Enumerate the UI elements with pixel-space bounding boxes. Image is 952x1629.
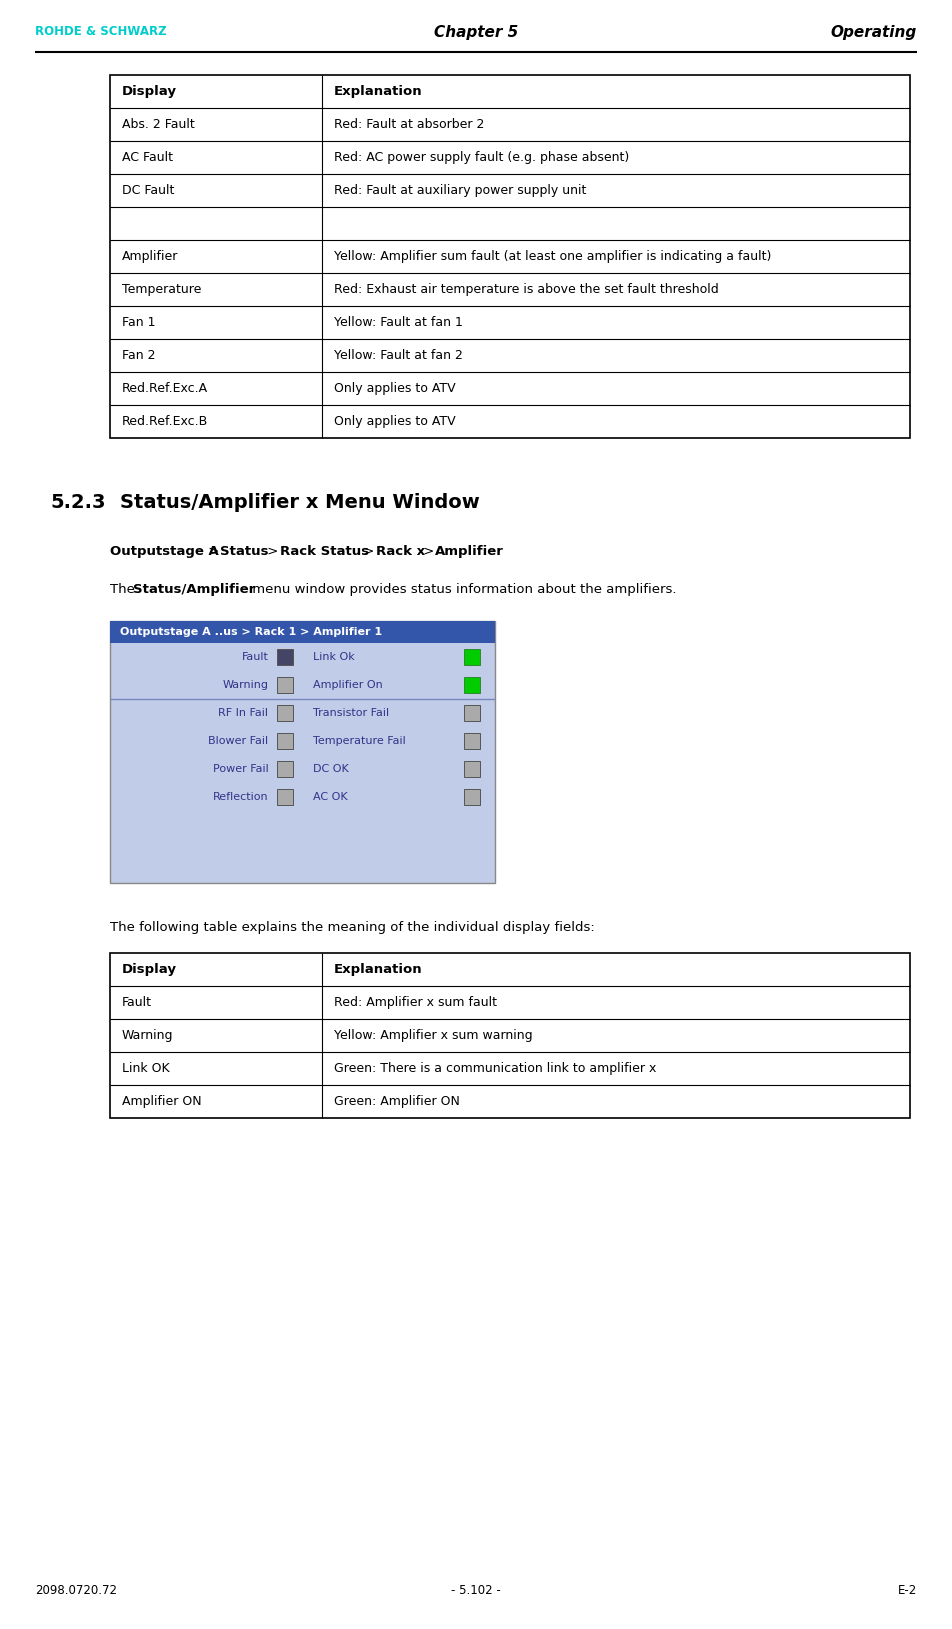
Text: Warning: Warning [122,1030,173,1043]
Text: Status: Status [220,546,268,559]
Text: Rack Status: Rack Status [280,546,369,559]
Text: 2098.0720.72: 2098.0720.72 [35,1583,117,1596]
Text: >: > [204,546,223,559]
Text: Yellow: Amplifier x sum warning: Yellow: Amplifier x sum warning [334,1030,532,1043]
Text: Abs. 2 Fault: Abs. 2 Fault [122,117,195,130]
Text: Chapter 5: Chapter 5 [434,24,518,41]
Text: Fault: Fault [242,652,268,661]
Text: Fault: Fault [122,995,152,1008]
Bar [464,648,480,665]
Bar [464,705,480,722]
Text: Temperature: Temperature [122,283,202,296]
Text: Amplifier: Amplifier [435,546,504,559]
Text: >: > [419,546,438,559]
Text: Yellow: Fault at fan 1: Yellow: Fault at fan 1 [334,316,463,329]
Text: >: > [264,546,283,559]
Text: E-2: E-2 [898,1583,917,1596]
Text: Warning: Warning [223,679,268,691]
Bar [276,705,292,722]
Text: ROHDE & SCHWARZ: ROHDE & SCHWARZ [35,24,167,37]
Text: Red: Fault at auxiliary power supply unit: Red: Fault at auxiliary power supply uni… [334,184,586,197]
Bar [276,648,292,665]
Text: Operating: Operating [831,24,917,41]
Text: On: On [466,653,478,661]
Text: On: On [466,681,478,689]
Text: DC Fault: DC Fault [122,184,174,197]
Text: Link Ok: Link Ok [312,652,354,661]
Text: DC OK: DC OK [312,764,348,774]
Text: RF In Fail: RF In Fail [219,709,268,718]
Text: AC Fault: AC Fault [122,151,173,165]
Text: Display: Display [122,85,177,98]
Text: Only applies to ATV: Only applies to ATV [334,415,456,428]
Text: Outputstage A ..us > Rack 1 > Amplifier 1: Outputstage A ..us > Rack 1 > Amplifier … [120,627,382,637]
Bar [110,953,910,1117]
Text: Transistor Fail: Transistor Fail [312,709,388,718]
Text: menu window provides status information about the amplifiers.: menu window provides status information … [248,583,677,596]
Text: Red: Exhaust air temperature is above the set fault threshold: Red: Exhaust air temperature is above th… [334,283,719,296]
Bar [110,75,910,438]
Bar [276,761,292,777]
Text: The: The [110,583,139,596]
Text: Link OK: Link OK [122,1062,169,1075]
Bar [464,761,480,777]
Bar [464,678,480,692]
Text: Yellow: Amplifier sum fault (at least one amplifier is indicating a fault): Yellow: Amplifier sum fault (at least on… [334,249,771,262]
Bar [464,733,480,749]
Text: Red.Ref.Exc.B: Red.Ref.Exc.B [122,415,208,428]
Text: - 5.102 -: - 5.102 - [451,1583,501,1596]
Text: Power Fail: Power Fail [212,764,268,774]
Text: Temperature Fail: Temperature Fail [312,736,406,746]
Text: Status/Amplifier x Menu Window: Status/Amplifier x Menu Window [120,494,480,512]
Text: Explanation: Explanation [334,963,423,976]
Text: Amplifier ON: Amplifier ON [122,1095,202,1108]
Text: Amplifier: Amplifier [122,249,178,262]
Text: Reflection: Reflection [213,792,268,801]
Text: Explanation: Explanation [334,85,423,98]
Bar [276,678,292,692]
Text: The following table explains the meaning of the individual display fields:: The following table explains the meaning… [110,920,595,933]
Bar [110,621,495,883]
Text: Yellow: Fault at fan 2: Yellow: Fault at fan 2 [334,349,463,362]
Text: Only applies to ATV: Only applies to ATV [334,381,456,394]
Text: AC OK: AC OK [312,792,347,801]
Text: Green: Amplifier ON: Green: Amplifier ON [334,1095,460,1108]
Text: Fan 2: Fan 2 [122,349,155,362]
Bar [110,621,495,643]
Text: Outputstage A: Outputstage A [110,546,219,559]
Text: Red: AC power supply fault (e.g. phase absent): Red: AC power supply fault (e.g. phase a… [334,151,629,165]
Text: Display: Display [122,963,177,976]
Text: Red.Ref.Exc.A: Red.Ref.Exc.A [122,381,208,394]
Text: Amplifier On: Amplifier On [312,679,383,691]
Text: Green: There is a communication link to amplifier x: Green: There is a communication link to … [334,1062,656,1075]
Text: Fan 1: Fan 1 [122,316,155,329]
Bar [276,788,292,805]
Text: 5.2.3: 5.2.3 [50,494,106,512]
Bar [276,733,292,749]
Text: >: > [359,546,379,559]
Text: Red: Fault at absorber 2: Red: Fault at absorber 2 [334,117,485,130]
Bar [464,788,480,805]
Text: Blower Fail: Blower Fail [208,736,268,746]
Text: Rack x: Rack x [375,546,425,559]
Text: Red: Amplifier x sum fault: Red: Amplifier x sum fault [334,995,497,1008]
Text: Status/Amplifier: Status/Amplifier [133,583,255,596]
